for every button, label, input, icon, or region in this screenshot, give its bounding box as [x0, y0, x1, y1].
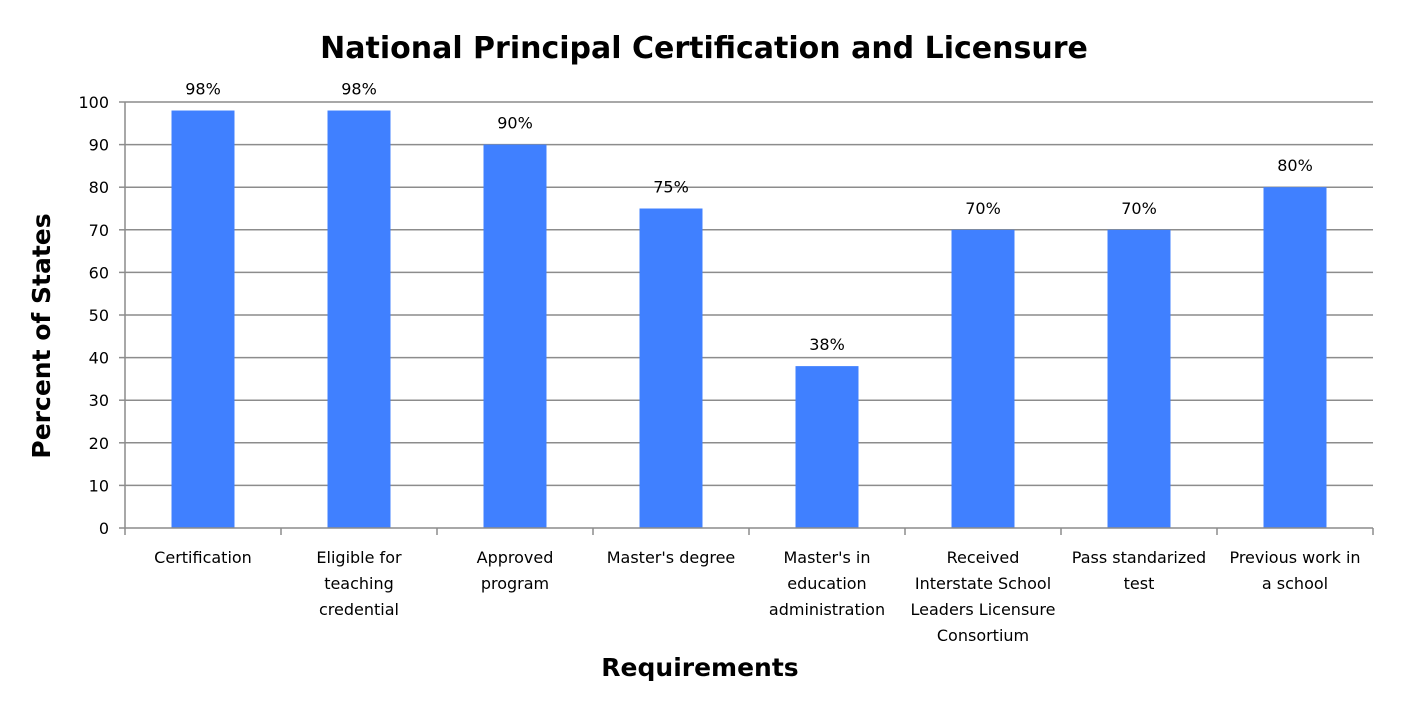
y-tick-label: 10	[89, 476, 109, 495]
x-tick-label-line: Eligible for	[316, 548, 402, 567]
x-tick-label-line: credential	[319, 600, 399, 619]
x-tick-label-line: administration	[769, 600, 885, 619]
x-tick-label-line: Certification	[154, 548, 252, 567]
gridlines	[125, 101, 1373, 487]
y-tick-label: 60	[89, 263, 109, 282]
y-tick-label: 0	[99, 519, 109, 538]
x-tick-label-line: Pass standarized	[1072, 548, 1206, 567]
y-tick-label: 40	[89, 349, 109, 368]
bar	[951, 229, 1015, 529]
x-tick-label: Certification	[154, 548, 252, 567]
y-tick-label: 20	[89, 434, 109, 453]
x-tick-label: Received Interstate School Leaders Licensu…	[911, 548, 1056, 645]
x-tick-label-line: Leaders Licensure	[911, 600, 1056, 619]
x-tick-label-line: test	[1124, 574, 1155, 593]
bar	[171, 110, 235, 529]
bar	[1263, 187, 1327, 528]
data-label: 38%	[809, 335, 845, 354]
labels: 0 10 20 30 40 50 60 70 80 90 100 98% Certification 98…	[78, 80, 1360, 645]
bar	[327, 110, 391, 529]
bar	[795, 366, 859, 528]
data-label: 70%	[1121, 199, 1157, 218]
bar	[639, 208, 703, 528]
x-tick-label: Master's in education administration	[769, 548, 885, 619]
data-label: 80%	[1277, 156, 1313, 175]
x-axis-title: Requirements	[601, 653, 798, 682]
x-tick-label-line: Received	[947, 548, 1020, 567]
y-tick-label: 100	[78, 93, 109, 112]
x-tick-label-line: Previous work in	[1229, 548, 1360, 567]
bars	[171, 110, 1327, 529]
x-tick-label-line: program	[481, 574, 549, 593]
x-tick-label-line: Master's in	[783, 548, 870, 567]
data-label: 75%	[653, 178, 689, 197]
data-label: 90%	[497, 114, 533, 133]
data-label: 70%	[965, 199, 1001, 218]
x-tick-label-line: a school	[1262, 574, 1328, 593]
x-tick-label-line: Approved	[477, 548, 554, 567]
y-tick-label: 50	[89, 306, 109, 325]
x-tick-label: Eligible for teaching credential	[316, 548, 402, 619]
y-tick-label: 30	[89, 391, 109, 410]
bar	[483, 144, 547, 528]
axes	[119, 101, 1374, 535]
x-tick-label-line: Interstate School	[915, 574, 1051, 593]
x-tick-label: Approved program	[477, 548, 554, 593]
y-tick-label: 90	[89, 136, 109, 155]
x-tick-label-line: teaching	[324, 574, 394, 593]
y-tick-label: 80	[89, 178, 109, 197]
x-tick-label-line: Consortium	[937, 626, 1029, 645]
y-axis-title: Percent of States	[27, 213, 56, 458]
data-label: 98%	[341, 80, 377, 99]
data-label: 98%	[185, 80, 221, 99]
y-tick-label: 70	[89, 221, 109, 240]
x-tick-label-line: Master's degree	[607, 548, 736, 567]
x-tick-label: Pass standarized test	[1072, 548, 1206, 593]
x-tick-label: Master's degree	[607, 548, 736, 567]
bar	[1107, 229, 1171, 529]
x-tick-label: Previous work in a school	[1229, 548, 1360, 593]
chart-title: National Principal Certification and Lic…	[320, 31, 1088, 66]
x-tick-label-line: education	[787, 574, 866, 593]
